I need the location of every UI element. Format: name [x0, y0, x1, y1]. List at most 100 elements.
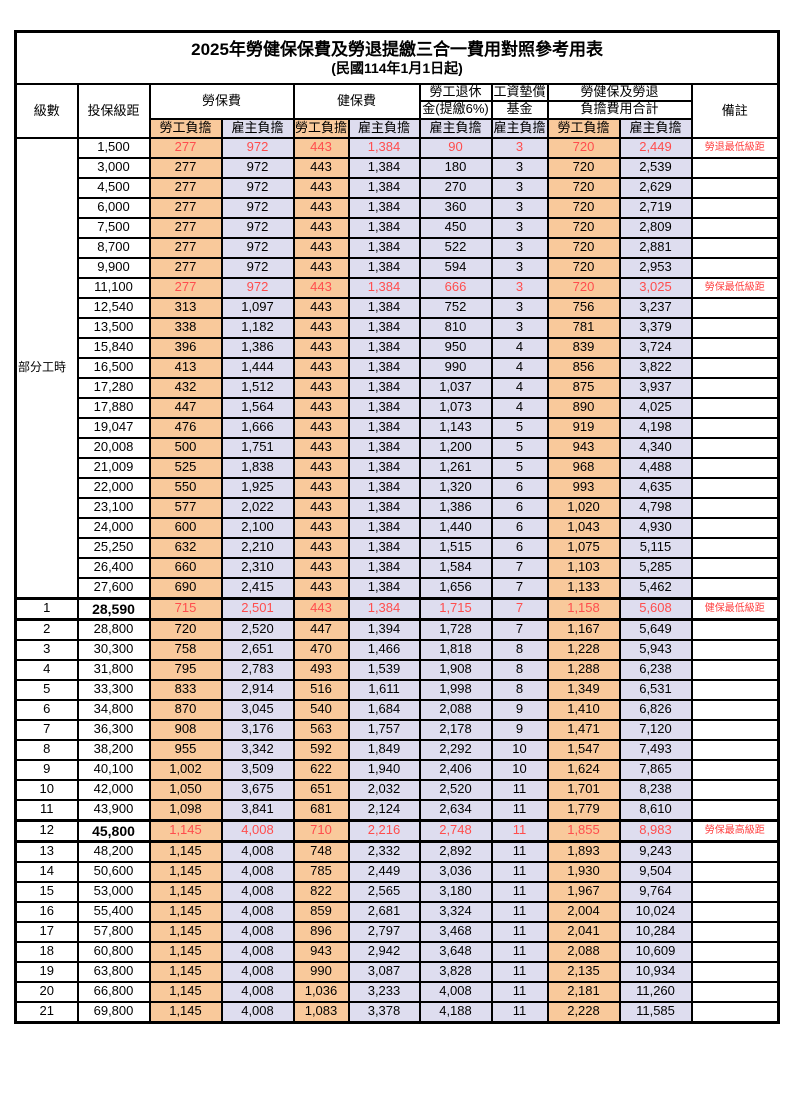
value-cell: 2,310: [220, 556, 295, 579]
value-cell: 4,008: [220, 900, 295, 923]
table-row: 21,009 525 1,838 443 1,384 1,261 5 968 4,488: [16, 456, 780, 479]
value-cell: 3,045: [220, 698, 295, 721]
value-cell: 1,838: [220, 456, 295, 479]
value-cell: 2,681: [347, 900, 421, 923]
value-cell: 3,937: [618, 376, 693, 399]
value-cell: 11,260: [618, 980, 693, 1003]
value-cell: 2,292: [418, 738, 493, 761]
table-row: 8,700 277 972 443 1,384 522 3 720 2,881: [16, 236, 780, 259]
value-cell: 1,384: [347, 276, 421, 299]
level-cell: 17: [14, 920, 79, 943]
table-row: 15 53,000 1,145 4,008 822 2,565 3,180 11 1,967 9,…: [14, 880, 780, 903]
bracket-cell: 8,700: [76, 236, 151, 259]
header-employer-share: 雇主負擔: [347, 117, 421, 139]
value-cell: 443: [292, 376, 350, 399]
value-cell: 1,440: [418, 516, 493, 539]
value-cell: 470: [292, 638, 350, 661]
note-cell: [690, 316, 780, 339]
bracket-cell: 34,800: [76, 698, 151, 721]
value-cell: 681: [292, 798, 350, 822]
bracket-cell: 25,250: [76, 536, 151, 559]
value-cell: 443: [292, 176, 350, 199]
value-cell: 1,384: [347, 356, 421, 379]
value-cell: 3: [490, 236, 549, 259]
header-row-mid: 金(提繳6%) 基金 負擔費用合計: [16, 99, 779, 120]
value-cell: 8: [490, 678, 549, 701]
value-cell: 2,629: [618, 176, 693, 199]
table-row: 11,100 277 972 443 1,384 666 3 720 3,025 勞保最低級距: [16, 276, 780, 299]
header-employee-share: 勞工負擔: [546, 117, 621, 139]
value-cell: 955: [148, 738, 223, 761]
value-cell: 1,466: [347, 638, 421, 661]
note-cell: 勞保最低級距: [690, 276, 780, 299]
note-cell: [690, 900, 780, 923]
bracket-cell: 30,300: [76, 638, 151, 661]
note-cell: [690, 296, 780, 319]
value-cell: 443: [292, 556, 350, 579]
value-cell: 4,198: [618, 416, 693, 439]
value-cell: 720: [546, 176, 621, 199]
value-cell: 1,818: [418, 638, 493, 661]
bracket-cell: 16,500: [76, 356, 151, 379]
value-cell: 443: [292, 416, 350, 439]
value-cell: 447: [292, 618, 350, 641]
header-pension-line1: 勞工退休: [418, 83, 493, 102]
value-cell: 540: [292, 698, 350, 721]
value-cell: 3: [490, 276, 549, 299]
level-cell: 13: [14, 840, 79, 863]
value-cell: 277: [148, 136, 223, 159]
value-cell: 2,228: [546, 1000, 621, 1024]
level-cell: 9: [14, 758, 79, 781]
value-cell: 1,075: [546, 536, 621, 559]
value-cell: 2,181: [546, 980, 621, 1003]
bracket-cell: 40,100: [76, 758, 151, 781]
value-cell: 1,547: [546, 738, 621, 761]
value-cell: 1,145: [148, 900, 223, 923]
value-cell: 180: [418, 156, 493, 179]
note-cell: [690, 356, 780, 379]
value-cell: 1,145: [148, 880, 223, 903]
value-cell: 9,243: [618, 840, 693, 863]
value-cell: 3,176: [220, 718, 295, 741]
value-cell: 2,088: [546, 940, 621, 963]
value-cell: 8,610: [618, 798, 693, 822]
value-cell: 1,728: [418, 618, 493, 641]
value-cell: 443: [292, 336, 350, 359]
value-cell: 4,008: [220, 818, 295, 843]
table-row: 18 60,800 1,145 4,008 943 2,942 3,648 11 2,088 10…: [14, 940, 780, 963]
bracket-cell: 48,200: [76, 840, 151, 863]
value-cell: 1,143: [418, 416, 493, 439]
value-cell: 1,384: [347, 496, 421, 519]
value-cell: 785: [292, 860, 350, 883]
value-cell: 720: [148, 618, 223, 641]
bracket-cell: 17,880: [76, 396, 151, 419]
value-cell: 1,145: [148, 818, 223, 843]
value-cell: 4,008: [220, 920, 295, 943]
value-cell: 1,386: [418, 496, 493, 519]
value-cell: 11: [490, 920, 549, 943]
table-row: 13 48,200 1,145 4,008 748 2,332 2,892 11 1,893 9,…: [14, 840, 780, 863]
value-cell: 1,050: [148, 778, 223, 801]
value-cell: 3: [490, 156, 549, 179]
note-cell: 勞退最低級距: [690, 136, 780, 159]
value-cell: 3,237: [618, 296, 693, 319]
table-row: 5 33,300 833 2,914 516 1,611 1,998 8 1,349 6,531: [14, 678, 780, 701]
value-cell: 270: [418, 176, 493, 199]
value-cell: 563: [292, 718, 350, 741]
value-cell: 313: [148, 296, 223, 319]
value-cell: 1,779: [546, 798, 621, 822]
value-cell: 6: [490, 496, 549, 519]
value-cell: 795: [148, 658, 223, 681]
value-cell: 3,324: [418, 900, 493, 923]
value-cell: 968: [546, 456, 621, 479]
value-cell: 3,233: [347, 980, 421, 1003]
value-cell: 1,043: [546, 516, 621, 539]
value-cell: 943: [292, 940, 350, 963]
value-cell: 2,914: [220, 678, 295, 701]
table-row: 17,280 432 1,512 443 1,384 1,037 4 875 3,937: [16, 376, 780, 399]
note-cell: [690, 718, 780, 741]
value-cell: 710: [292, 818, 350, 843]
value-cell: 443: [292, 276, 350, 299]
value-cell: 908: [148, 718, 223, 741]
table-row: 10 42,000 1,050 3,675 651 2,032 2,520 11 1,701 8,…: [14, 778, 780, 801]
